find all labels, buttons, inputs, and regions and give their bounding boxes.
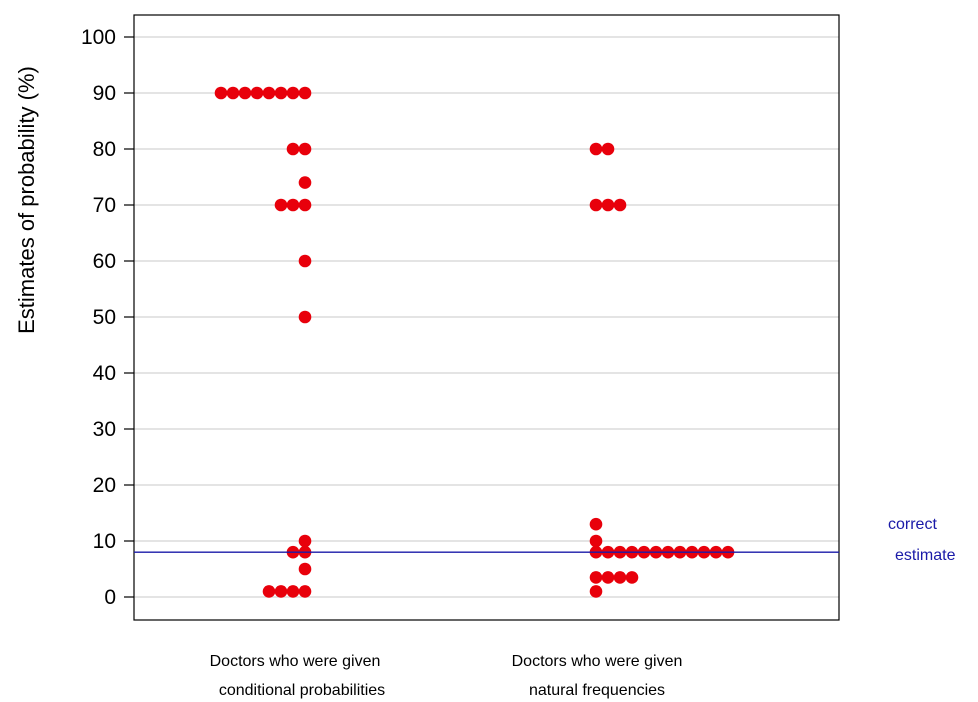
category-label-2-line-2: natural frequencies — [529, 682, 665, 699]
data-point — [589, 517, 603, 531]
y-tick-label: 50 — [93, 306, 116, 329]
data-point — [298, 562, 312, 576]
data-point — [262, 585, 276, 598]
data-point — [298, 585, 312, 598]
reference-line-label-line-2: estimate — [895, 547, 956, 564]
data-point — [298, 198, 312, 212]
data-point — [262, 86, 276, 100]
data-point — [298, 534, 312, 548]
data-point — [589, 142, 603, 156]
data-point — [226, 86, 240, 100]
data-point — [601, 142, 615, 156]
category-label-1-line-1: Doctors who were given — [210, 653, 381, 670]
y-tick-label: 40 — [93, 362, 116, 385]
category-label-2-line-1: Doctors who were given — [512, 653, 683, 670]
data-point — [589, 534, 603, 548]
data-point — [274, 585, 288, 598]
y-tick-label: 80 — [93, 138, 116, 161]
data-point — [298, 310, 312, 324]
data-point — [625, 571, 639, 584]
y-tick-label: 90 — [93, 82, 116, 105]
data-point — [298, 254, 312, 268]
data-point — [589, 585, 603, 598]
data-point — [238, 86, 252, 100]
data-point — [601, 198, 615, 212]
gridlines — [134, 36, 839, 598]
data-point — [298, 142, 312, 156]
y-tick-label: 0 — [104, 586, 116, 609]
reference-line-label-line-1: correct — [888, 516, 937, 533]
category-label-1-line-2: conditional probabilities — [219, 682, 385, 699]
data-points — [214, 86, 735, 598]
data-point — [286, 198, 300, 212]
y-axis-label: Estimates of probability (%) — [14, 66, 39, 334]
data-point — [274, 86, 288, 100]
y-tick-label: 60 — [93, 250, 116, 273]
data-point — [214, 86, 228, 100]
data-point — [286, 585, 300, 598]
y-tick-label: 30 — [93, 418, 116, 441]
y-tick-label: 100 — [81, 26, 116, 49]
y-tick-label: 20 — [93, 474, 116, 497]
data-point — [286, 86, 300, 100]
data-point — [589, 571, 603, 584]
data-point — [298, 176, 312, 189]
y-tick-label: 70 — [93, 194, 116, 217]
data-point — [274, 198, 288, 212]
data-point — [250, 86, 264, 100]
data-point — [613, 198, 627, 212]
y-axis: 0 10 20 30 40 50 60 70 80 90 100 — [81, 26, 134, 609]
data-point — [298, 86, 312, 100]
data-point — [613, 571, 627, 584]
data-point — [601, 571, 615, 584]
data-point — [286, 142, 300, 156]
y-tick-label: 10 — [93, 530, 116, 553]
data-point — [589, 198, 603, 212]
